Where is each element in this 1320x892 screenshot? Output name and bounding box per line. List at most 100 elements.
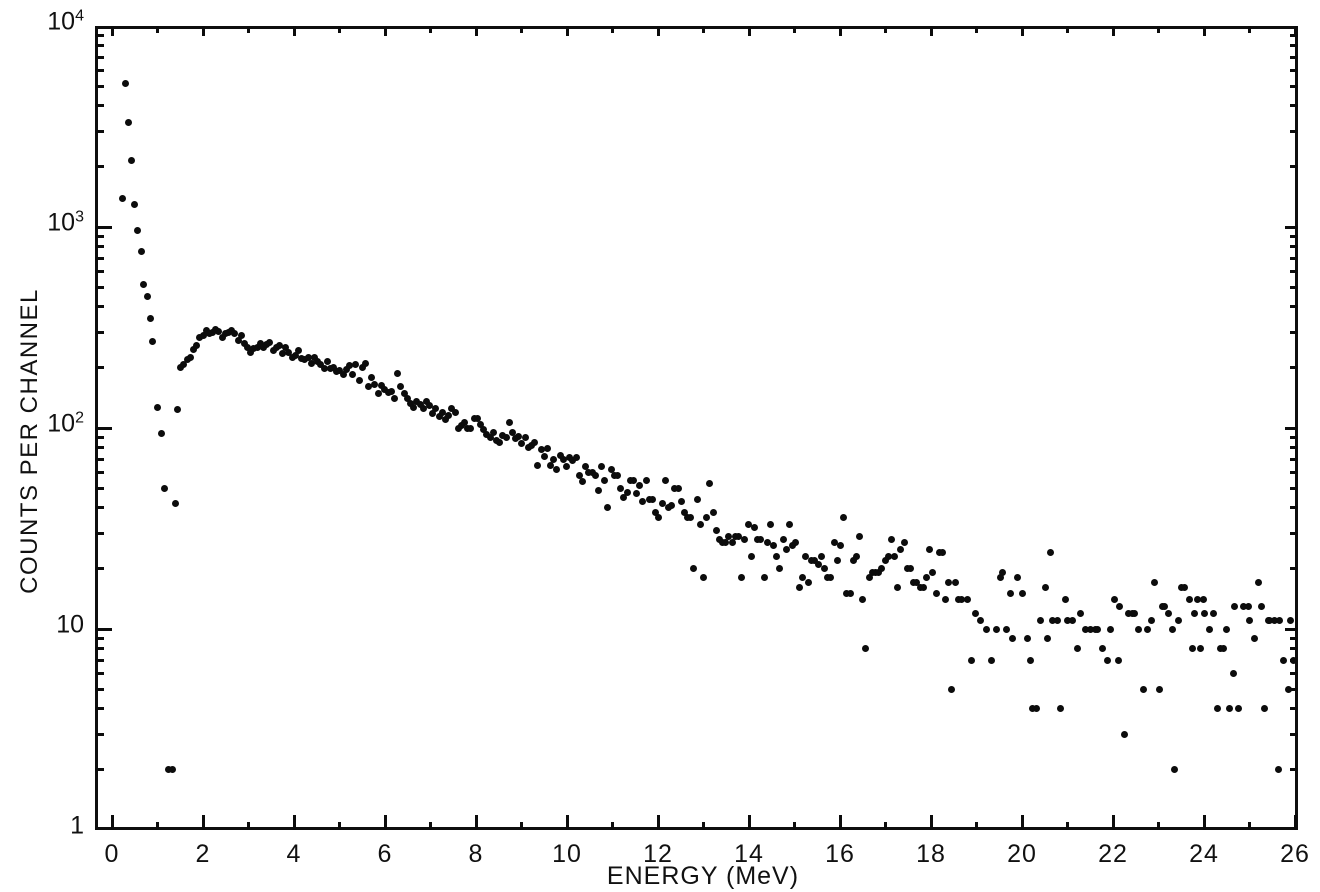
data-point (1196, 644, 1204, 652)
x-axis-top-tick (338, 26, 341, 33)
data-point (1121, 730, 1129, 738)
data-point (1251, 634, 1259, 642)
x-axis-tick-label: 8 (468, 840, 484, 868)
y-axis-right-minor-tick (1290, 672, 1298, 676)
data-point (502, 433, 510, 441)
data-point (999, 569, 1007, 577)
y-axis-right-minor-tick (1290, 732, 1298, 736)
data-point (1276, 617, 1284, 625)
y-axis-minor-tick (95, 435, 104, 439)
data-point (1254, 579, 1262, 587)
data-point (1135, 625, 1143, 633)
y-axis-title: COUNTS PER CHANNEL (16, 288, 43, 594)
x-axis-top-tick (702, 26, 705, 33)
data-point (186, 353, 194, 361)
x-axis-top-tick (1066, 26, 1069, 33)
data-point (696, 521, 704, 529)
y-axis-right-minor-tick (1290, 688, 1298, 691)
data-point (750, 523, 758, 531)
data-point (164, 765, 172, 773)
data-point (1189, 644, 1197, 652)
data-point (1023, 634, 1031, 642)
x-axis-tick-label: 26 (1280, 840, 1310, 868)
data-point (951, 579, 959, 587)
data-point (121, 79, 129, 87)
y-axis-tick-label: 104 (47, 7, 84, 36)
data-point (964, 596, 972, 604)
data-point (1114, 656, 1122, 664)
data-point (811, 556, 819, 564)
data-point (540, 453, 548, 461)
data-point (473, 414, 481, 422)
y-axis-tick (95, 627, 112, 631)
data-point (779, 535, 787, 543)
x-axis-tick-label: 22 (1098, 840, 1128, 868)
data-point (1061, 596, 1069, 604)
data-point (352, 360, 360, 368)
x-axis-tick (793, 822, 796, 830)
data-point (1111, 596, 1119, 604)
data-point (926, 545, 934, 553)
y-axis-minor-tick (95, 487, 104, 490)
data-point (814, 560, 822, 568)
data-point (1229, 670, 1237, 678)
data-point (1046, 549, 1054, 557)
y-axis-minor-tick (95, 658, 104, 662)
data-point (878, 564, 886, 572)
x-axis-tick (656, 815, 660, 830)
y-axis-minor-tick (95, 688, 104, 691)
x-axis-tick (1020, 815, 1024, 830)
data-point (700, 574, 707, 582)
data-point (307, 359, 315, 367)
data-point (661, 476, 669, 484)
data-point (467, 425, 475, 433)
data-point (374, 390, 382, 398)
data-point (938, 549, 946, 557)
x-axis-tick (929, 815, 933, 830)
data-point (884, 552, 892, 560)
x-axis-top-tick (1111, 26, 1115, 36)
data-point (1161, 602, 1169, 610)
x-axis-top-tick (201, 26, 205, 36)
data-point (1054, 617, 1062, 625)
data-point (168, 765, 176, 773)
data-point (913, 579, 921, 587)
data-point (601, 476, 609, 484)
data-point (680, 508, 688, 516)
data-point (157, 429, 165, 437)
y-axis-minor-tick (95, 646, 104, 650)
data-point (1143, 625, 1151, 633)
data-point (266, 338, 274, 346)
y-axis-right-minor-tick (1290, 707, 1298, 711)
data-point (391, 394, 399, 402)
data-point (1186, 596, 1194, 604)
y-axis-minor-tick (95, 234, 104, 238)
x-axis-tick (1248, 822, 1251, 830)
x-axis-tick-label: 14 (734, 840, 764, 868)
data-point (553, 466, 561, 474)
data-point (381, 386, 389, 394)
data-point (782, 545, 790, 553)
x-axis-top-tick (793, 26, 796, 33)
data-point (1026, 656, 1034, 664)
y-axis-minor-tick (95, 566, 104, 570)
data-point (703, 513, 711, 521)
data-point (639, 498, 647, 506)
data-point (149, 338, 157, 346)
y-axis-right-minor-tick (1290, 365, 1298, 369)
data-point (801, 552, 809, 560)
y-axis-minor-tick (95, 270, 104, 274)
data-point (693, 496, 701, 504)
x-axis-tick-label: 0 (104, 840, 120, 868)
x-axis-top-tick (656, 26, 660, 36)
y-axis-minor-tick (95, 129, 104, 133)
data-point (317, 360, 325, 368)
data-point (875, 569, 883, 577)
x-axis-tick-label: 10 (552, 840, 582, 868)
data-point (189, 345, 197, 353)
data-point (146, 314, 154, 322)
data-point (371, 381, 379, 389)
data-point (852, 552, 860, 560)
data-point (919, 584, 927, 592)
data-point (279, 349, 287, 357)
